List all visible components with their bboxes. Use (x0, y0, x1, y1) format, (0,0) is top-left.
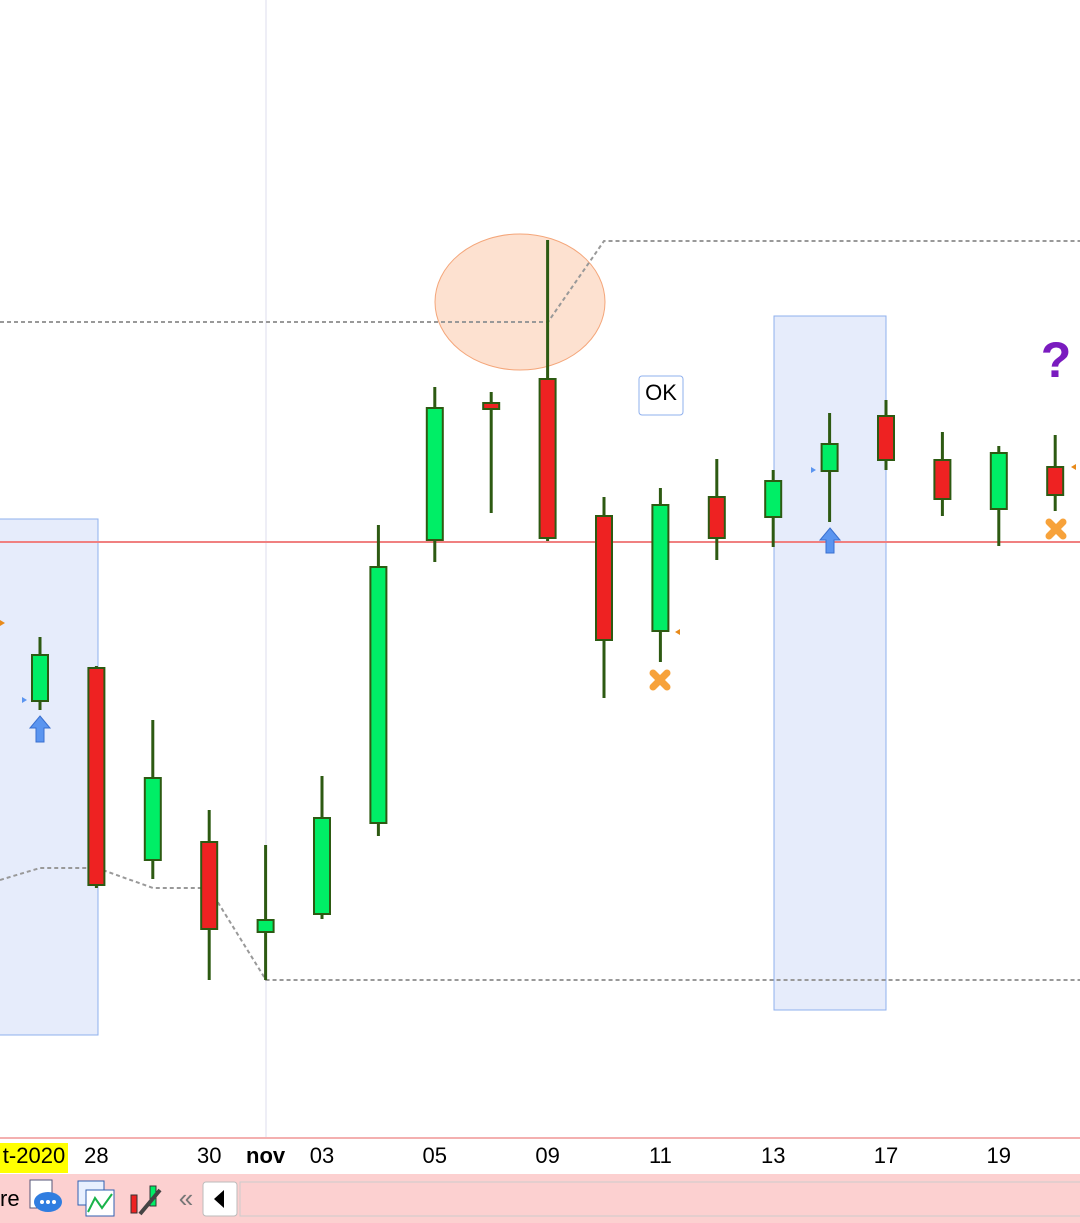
x-tick-label: 03 (310, 1143, 334, 1168)
candle-body (989, 452, 1008, 510)
candle-body (425, 407, 444, 541)
candle-body (707, 496, 726, 539)
exit-marker (1045, 518, 1067, 540)
chat-icon[interactable] (29, 1179, 62, 1212)
x-tick-label: 13 (761, 1143, 785, 1168)
candle-body (369, 566, 388, 824)
support-line (0, 867, 1080, 981)
marker (811, 467, 816, 473)
candle-body (313, 817, 331, 915)
marker (0, 620, 5, 626)
candle-body (595, 515, 613, 641)
candle-body (1046, 466, 1065, 496)
x-tick-label: 11 (649, 1143, 672, 1168)
buy-arrow (28, 715, 52, 743)
x-tick-label: 19 (987, 1143, 1011, 1168)
marker (675, 629, 680, 635)
candle-body (764, 480, 783, 518)
x-tick-label: t-2020 (3, 1143, 65, 1168)
marker (22, 697, 27, 703)
x-tick-label: 05 (423, 1143, 447, 1168)
candle-body (31, 654, 49, 702)
resistance-line (0, 240, 1080, 323)
collapse-button[interactable]: « (179, 1183, 193, 1213)
ellipse-annotation (434, 233, 606, 371)
candle-body (200, 841, 219, 930)
question-mark: ? (1041, 332, 1072, 388)
candle-body (482, 402, 501, 410)
settings-icon[interactable] (130, 1185, 162, 1216)
exit-marker (649, 669, 671, 691)
x-tick-label: 17 (874, 1143, 898, 1168)
date-highlight (0, 1143, 68, 1173)
candle-body (256, 919, 275, 933)
toolbar-text: re (0, 1186, 20, 1211)
x-tick-label: 30 (197, 1143, 221, 1168)
candle-body (877, 415, 895, 461)
marker (1071, 464, 1076, 470)
scroll-left-arrow (214, 1190, 224, 1208)
ok-label: OK (645, 380, 677, 405)
scrollbar-track[interactable] (239, 1181, 1080, 1217)
highlight-zone (0, 518, 99, 1036)
x-axis-labels: t-2020 28 30 nov 03 05 09 11 13 17 19 (0, 1143, 1011, 1173)
candle-body (87, 667, 106, 886)
x-tick-label: 09 (535, 1143, 559, 1168)
chart-icon[interactable] (77, 1180, 115, 1217)
x-tick-label: 28 (84, 1143, 108, 1168)
candle-body (820, 443, 839, 472)
candle-body (651, 504, 670, 632)
candle-body (143, 777, 162, 861)
candle-body (538, 378, 557, 539)
candles (31, 240, 1065, 980)
x-tick-label: nov (246, 1143, 286, 1168)
candle-body (933, 459, 952, 500)
ok-box (638, 375, 684, 416)
buy-arrow (818, 527, 842, 554)
